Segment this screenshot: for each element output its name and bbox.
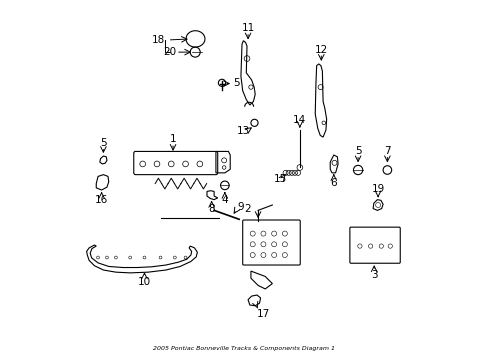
Text: 10: 10 — [138, 277, 151, 287]
Text: 9: 9 — [236, 202, 243, 212]
Text: 4: 4 — [221, 195, 228, 205]
Text: 2005 Pontiac Bonneville Tracks & Components Diagram 1: 2005 Pontiac Bonneville Tracks & Compone… — [153, 346, 335, 351]
Text: 14: 14 — [293, 115, 306, 125]
Text: 2: 2 — [244, 203, 250, 213]
Text: 1: 1 — [169, 134, 176, 144]
Text: 6: 6 — [330, 177, 336, 188]
Text: 8: 8 — [208, 204, 215, 214]
Text: 7: 7 — [383, 146, 390, 156]
Text: 3: 3 — [370, 270, 377, 280]
Text: 5: 5 — [354, 146, 361, 156]
Text: 18: 18 — [152, 35, 165, 45]
Text: 13: 13 — [237, 126, 250, 136]
Text: 20: 20 — [163, 47, 176, 57]
Text: 15: 15 — [273, 174, 286, 184]
Text: 19: 19 — [371, 184, 384, 194]
Text: 16: 16 — [95, 195, 108, 205]
Text: 12: 12 — [314, 45, 327, 55]
Text: 5: 5 — [233, 78, 240, 88]
Text: 11: 11 — [241, 23, 254, 33]
Text: 5: 5 — [100, 138, 106, 148]
Text: 17: 17 — [256, 309, 269, 319]
